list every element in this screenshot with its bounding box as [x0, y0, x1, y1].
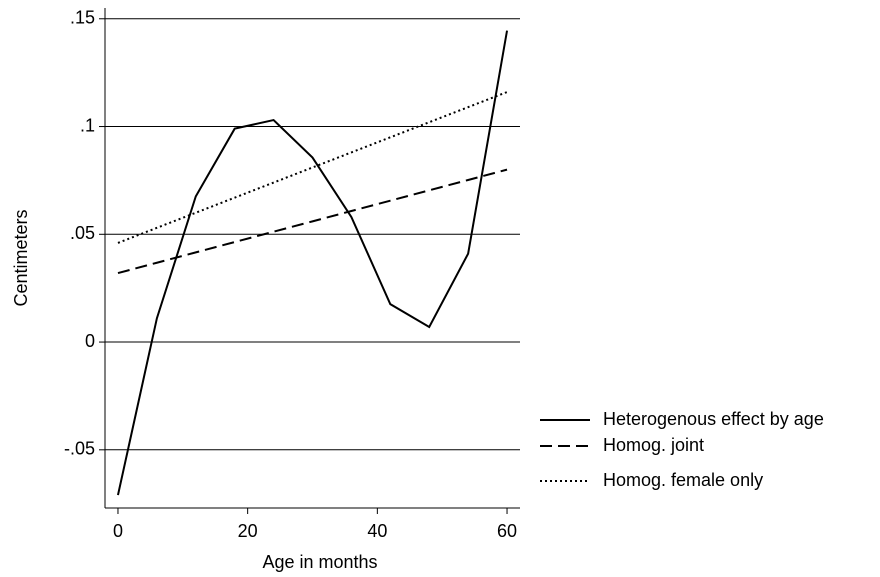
series-line — [116, 30, 509, 496]
y-tick-label: .1 — [80, 115, 95, 135]
x-tick-label: 20 — [238, 521, 258, 541]
x-tick-label: 60 — [497, 521, 517, 541]
series-line — [117, 168, 508, 275]
y-tick-label: 0 — [85, 331, 95, 351]
x-axis-label: Age in months — [262, 552, 377, 572]
x-tick-label: 0 — [113, 521, 123, 541]
legend-label: Homog. female only — [603, 470, 763, 490]
legend-label: Heterogenous effect by age — [603, 409, 824, 429]
x-tick-label: 40 — [367, 521, 387, 541]
series-line — [117, 91, 508, 244]
y-tick-label: .05 — [70, 223, 95, 243]
y-axis-label: Centimeters — [11, 209, 31, 306]
legend-label: Homog. joint — [603, 435, 704, 455]
y-tick-label: .15 — [70, 8, 95, 28]
y-tick-label: -.05 — [64, 439, 95, 459]
